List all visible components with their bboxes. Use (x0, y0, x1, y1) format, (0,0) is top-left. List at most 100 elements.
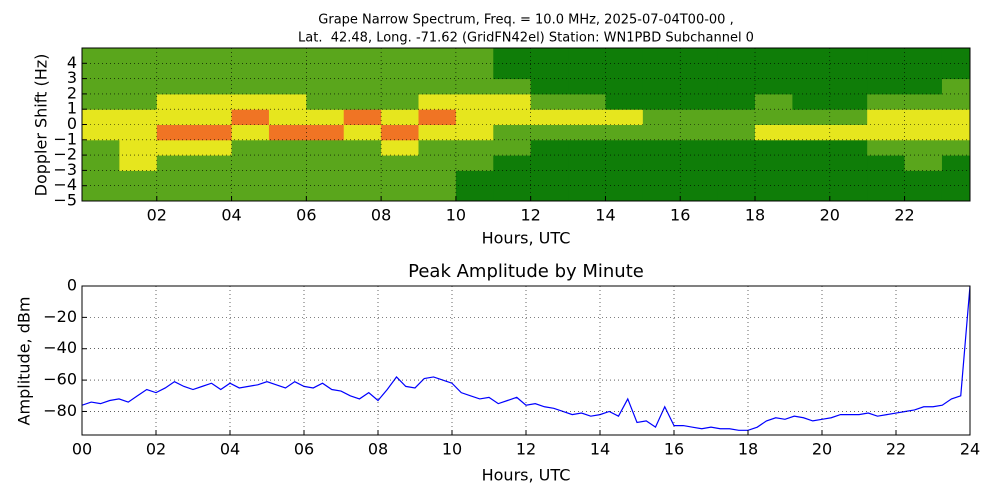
heat-cell (268, 109, 307, 125)
heat-cell (343, 93, 382, 110)
heat-cell (792, 109, 831, 125)
heat-cell (268, 93, 307, 110)
heat-cell (268, 78, 307, 95)
heat-cell (941, 93, 970, 110)
heat-cell (343, 48, 382, 64)
heat-cell (455, 93, 494, 110)
y-tick-label: −2 (53, 145, 77, 164)
heat-cell (717, 78, 756, 95)
heat-cell (680, 93, 719, 110)
y-tick-label: 2 (67, 83, 77, 102)
heat-cell (82, 48, 120, 64)
heat-cell (941, 124, 970, 141)
heat-cell (755, 48, 793, 64)
y-tick-label: −80 (43, 401, 77, 420)
heat-cell (717, 185, 756, 201)
heat-cell (904, 109, 943, 125)
heat-cell (568, 78, 606, 95)
heat-cell (343, 63, 382, 80)
heat-cell (792, 124, 831, 141)
heat-cell (941, 109, 970, 125)
y-axis-label: Amplitude, dBm (15, 297, 34, 426)
heat-cell (530, 109, 569, 125)
x-tick-label: 02 (146, 440, 166, 459)
heat-cell (231, 63, 270, 80)
heat-cell (867, 93, 906, 110)
heat-cell (530, 124, 569, 141)
heat-cell (867, 124, 906, 141)
x-tick-label: 18 (738, 440, 758, 459)
plot-frame (81, 285, 971, 436)
heat-cell (717, 155, 756, 171)
heat-cell (568, 155, 606, 171)
y-tick-label: 1 (67, 99, 77, 118)
heat-cell (306, 78, 345, 95)
heat-cell (829, 93, 868, 110)
heat-cell (642, 139, 681, 156)
heat-cell (568, 139, 606, 156)
heat-cell (605, 48, 644, 64)
heat-cell (605, 155, 644, 171)
heat-cell (755, 170, 793, 187)
heat-cell (605, 185, 644, 201)
heat-cell (381, 93, 420, 110)
heat-cell (642, 124, 681, 141)
x-tick-label: 24 (960, 440, 980, 459)
x-tick-label: 12 (520, 206, 540, 225)
x-tick-label: 08 (371, 206, 391, 225)
heat-cell (82, 139, 120, 156)
heat-cell (418, 170, 457, 187)
heat-cell (156, 63, 195, 80)
heat-cell (194, 48, 233, 64)
heat-cell (941, 155, 970, 171)
heat-cell (194, 93, 233, 110)
x-tick-label: 00 (72, 440, 92, 459)
heat-cell (493, 78, 532, 95)
heat-cell (156, 139, 195, 156)
heat-cell (418, 78, 457, 95)
heat-cell (755, 93, 793, 110)
heat-cell (381, 124, 420, 141)
heat-cell (568, 109, 606, 125)
x-tick-label: 04 (220, 440, 240, 459)
heat-cell (231, 93, 270, 110)
heat-cell (119, 78, 158, 95)
heat-cell (156, 109, 195, 125)
y-tick-label: −3 (53, 160, 77, 179)
heat-cell (642, 78, 681, 95)
heat-cell (268, 139, 307, 156)
heat-cell (941, 78, 970, 95)
heat-cell (493, 139, 532, 156)
heat-cell (343, 78, 382, 95)
x-tick-label: 20 (820, 206, 840, 225)
heat-cell (455, 139, 494, 156)
heat-cell (418, 93, 457, 110)
x-tick-label: 04 (221, 206, 241, 225)
heat-cell (642, 63, 681, 80)
heat-cell (680, 78, 719, 95)
heat-cell (530, 139, 569, 156)
chart-title: Peak Amplitude by Minute (408, 261, 644, 282)
heat-cell (941, 63, 970, 80)
heat-cell (156, 124, 195, 141)
heat-cell (717, 139, 756, 156)
heat-cell (867, 48, 906, 64)
heat-cell (119, 48, 158, 64)
heat-cell (680, 48, 719, 64)
heat-cell (493, 170, 532, 187)
x-tick-label: 14 (595, 206, 615, 225)
heat-cell (904, 63, 943, 80)
heat-cell (119, 185, 158, 201)
heat-cell (642, 93, 681, 110)
line (82, 286, 970, 431)
heat-cell (530, 155, 569, 171)
heat-cell (455, 48, 494, 64)
heat-cell (418, 139, 457, 156)
heat-cell (904, 93, 943, 110)
heat-cell (455, 124, 494, 141)
plot-frame (81, 47, 971, 202)
heat-cell (717, 93, 756, 110)
heat-cell (343, 109, 382, 125)
heat-cell (829, 48, 868, 64)
heat-cell (680, 155, 719, 171)
